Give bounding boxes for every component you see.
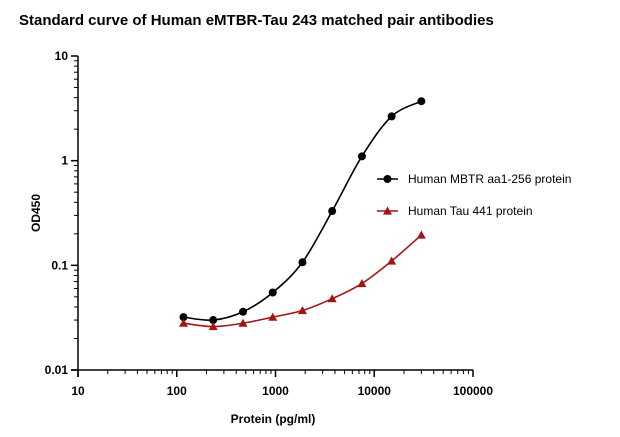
legend-label: Human MBTR aa1-256 protein [408, 172, 571, 186]
data-point-triangle [297, 306, 307, 315]
legend-marker-triangle [383, 206, 392, 215]
x-tick-label: 10 [71, 384, 85, 398]
data-point-triangle [178, 318, 188, 327]
data-point-circle [239, 307, 248, 316]
x-tick-label: 1000 [262, 384, 289, 398]
chart-title: Standard curve of Human eMTBR-Tau 243 ma… [19, 12, 494, 29]
y-axis-label: OD450 [29, 194, 43, 232]
data-point-triangle [357, 279, 367, 288]
data-point-circle [268, 288, 277, 297]
x-tick-label: 100000 [453, 384, 493, 398]
x-axis-ticks: 10 100 1000 10000 100000 [71, 370, 493, 398]
data-point-circle [417, 97, 426, 106]
legend: Human MBTR aa1-256 protein Human Tau 441 … [377, 172, 571, 218]
data-markers [178, 97, 426, 331]
y-tick-label: 1 [61, 154, 68, 168]
data-point-circle [209, 316, 218, 325]
data-point-circle [357, 152, 366, 161]
data-point-triangle [268, 312, 278, 321]
data-point-triangle [238, 318, 248, 327]
data-point-triangle [416, 230, 426, 239]
legend-marker-circle [383, 175, 392, 183]
data-point-circle [179, 313, 188, 322]
y-tick-label: 10 [55, 49, 69, 63]
x-axis-label: Protein (pg/ml) [231, 412, 316, 426]
data-point-triangle [208, 322, 218, 331]
x-tick-label: 10000 [358, 384, 392, 398]
data-point-circle [387, 112, 396, 121]
data-point-triangle [327, 294, 337, 303]
data-point-circle [298, 258, 307, 267]
y-tick-label: 0.01 [45, 363, 69, 377]
y-tick-label: 0.1 [51, 258, 68, 272]
data-point-circle [328, 207, 337, 216]
x-tick-label: 100 [167, 384, 187, 398]
axes [71, 56, 473, 377]
y-axis-ticks: 0.01 0.1 1 10 [45, 49, 78, 377]
legend-label: Human Tau 441 protein [408, 204, 533, 218]
data-point-triangle [387, 256, 397, 265]
